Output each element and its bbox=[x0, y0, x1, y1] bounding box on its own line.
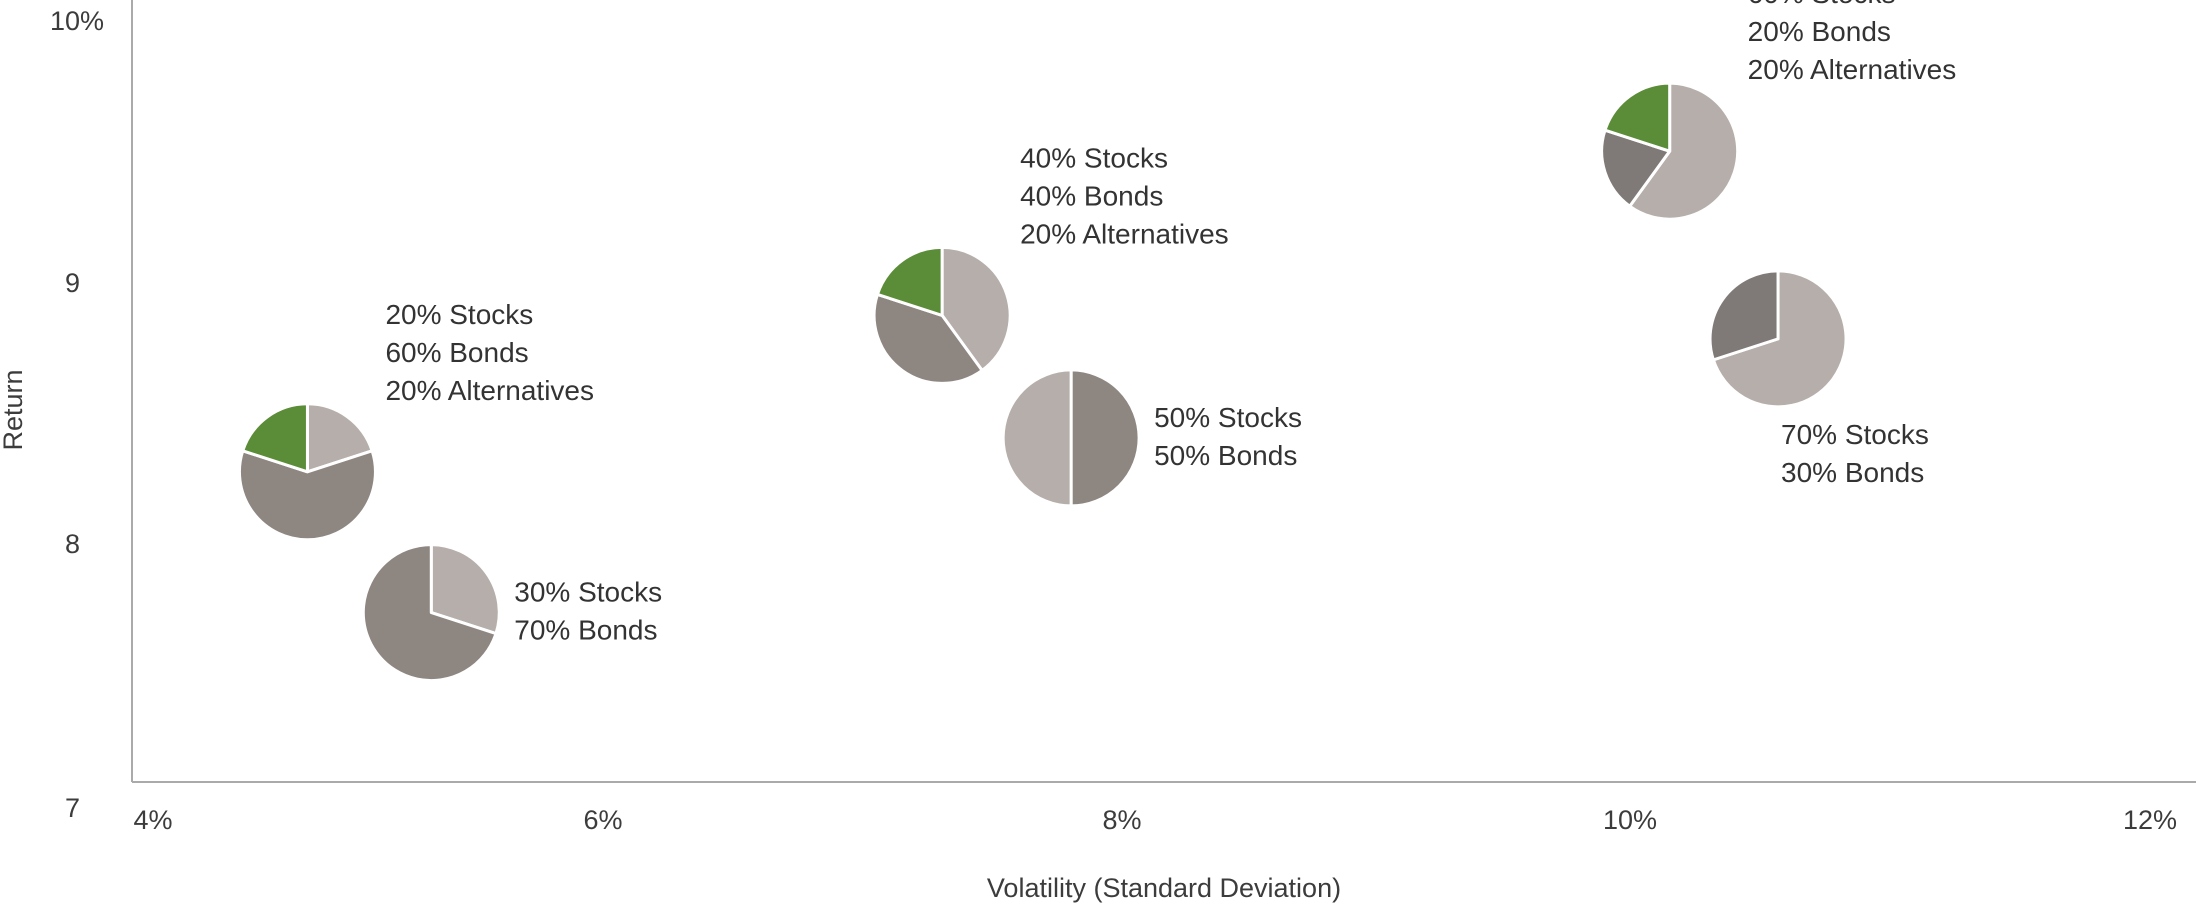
pie-label-alternatives: 20% Alternatives bbox=[1020, 218, 1229, 249]
pie-slice-stocks bbox=[1069, 368, 1141, 508]
x-tick-label: 12% bbox=[2123, 805, 2177, 835]
pie-label-bonds: 20% Bonds bbox=[1748, 16, 1891, 47]
x-tick-label: 6% bbox=[583, 805, 622, 835]
x-ticks: 4% 6% 8% 10% 12% bbox=[133, 805, 2177, 835]
pie-p20-60-20 bbox=[237, 402, 377, 542]
x-tick-label: 10% bbox=[1603, 805, 1657, 835]
pie-slice-bonds bbox=[872, 292, 984, 385]
pie-label-stocks: 40% Stocks bbox=[1020, 142, 1168, 173]
pie-slice-alternatives bbox=[875, 245, 944, 317]
y-tick-label: 10% bbox=[50, 6, 104, 36]
pie-slice-stocks bbox=[940, 245, 1012, 372]
x-tick-label: 8% bbox=[1102, 805, 1141, 835]
pie-slice-alternatives bbox=[241, 402, 309, 474]
y-axis-title: Return bbox=[0, 369, 28, 450]
y-tick-label: 7 bbox=[65, 793, 80, 823]
pie-label-bonds: 50% Bonds bbox=[1154, 440, 1297, 471]
pie-label-bonds: 40% Bonds bbox=[1020, 180, 1163, 211]
pie-slice-bonds bbox=[1600, 128, 1672, 208]
pie-p30-70 bbox=[361, 543, 501, 683]
pie-label-stocks: 60% Stocks bbox=[1748, 0, 1896, 9]
pie-slice-bonds bbox=[1001, 368, 1073, 508]
pie-slice-alternatives bbox=[1603, 81, 1672, 153]
pie-slice-bonds bbox=[361, 543, 498, 683]
pie-slice-bonds bbox=[1708, 269, 1780, 362]
y-tick-label: 8 bbox=[65, 529, 80, 559]
pie-p40-40-20 bbox=[872, 245, 1012, 385]
pie-slice-stocks bbox=[1628, 81, 1740, 221]
pie-label-bonds: 30% Bonds bbox=[1781, 457, 1924, 488]
pie-p60-20-20 bbox=[1600, 81, 1740, 221]
pie-p70-30 bbox=[1708, 269, 1848, 409]
pie-label-stocks: 20% Stocks bbox=[385, 299, 533, 330]
y-ticks: 7 8 9 10% bbox=[50, 6, 104, 823]
x-tick-label: 4% bbox=[133, 805, 172, 835]
pie-slice-bonds bbox=[237, 449, 377, 542]
pie-label-alternatives: 20% Alternatives bbox=[1748, 54, 1957, 85]
x-axis-title: Volatility (Standard Deviation) bbox=[987, 873, 1341, 903]
pie-p50-50 bbox=[1001, 368, 1141, 508]
pie-slice-stocks bbox=[1711, 269, 1848, 409]
pie-label-alternatives: 20% Alternatives bbox=[385, 375, 594, 406]
pie-label-bonds: 70% Bonds bbox=[514, 615, 657, 646]
pie-label-stocks: 30% Stocks bbox=[514, 577, 662, 608]
pie-label-stocks: 70% Stocks bbox=[1781, 419, 1929, 450]
y-tick-label: 9 bbox=[65, 268, 80, 298]
pie-label-bonds: 60% Bonds bbox=[385, 337, 528, 368]
pie-label-stocks: 50% Stocks bbox=[1154, 402, 1302, 433]
pie-slice-stocks bbox=[429, 543, 501, 636]
allocation-pies: 20% Stocks 60% Bonds 20% Alternatives 30% S… bbox=[237, 0, 1957, 683]
